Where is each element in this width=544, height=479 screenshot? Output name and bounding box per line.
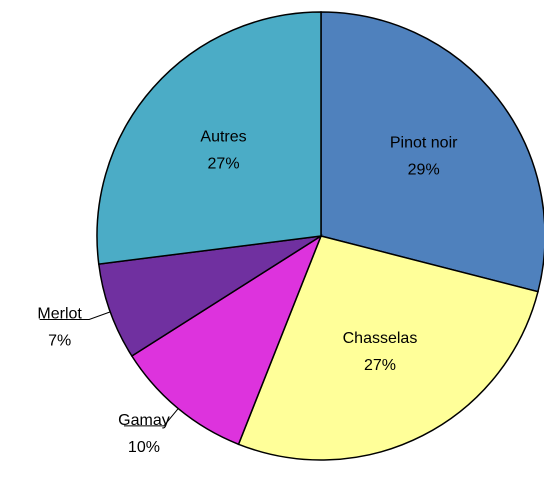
value-label: 27% <box>364 357 396 374</box>
leader-line <box>123 408 179 427</box>
pie-slice <box>320 11 544 293</box>
leader-line <box>39 311 111 320</box>
pie-slice <box>96 11 322 265</box>
pie-slice <box>130 234 323 446</box>
slice-label: Chasselas <box>343 330 418 347</box>
value-label: 29% <box>408 162 440 179</box>
slice-label: Pinot noir <box>390 135 458 152</box>
slice-label: Merlot <box>37 306 82 323</box>
value-label: 10% <box>128 439 160 456</box>
slice-label: Autres <box>200 128 246 145</box>
pie-slice <box>237 235 539 461</box>
value-label: 7% <box>48 333 71 350</box>
value-label: 27% <box>208 155 240 172</box>
slice-label: Gamay <box>118 412 170 429</box>
